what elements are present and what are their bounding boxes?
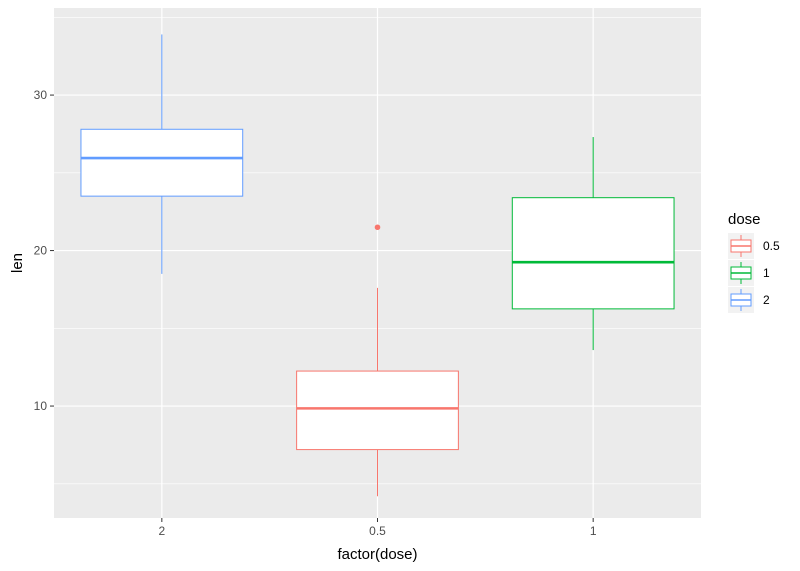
- y-tick-label: 30: [34, 88, 48, 102]
- y-axis-title: len: [9, 253, 26, 273]
- x-tick-label: 0.5: [369, 524, 386, 538]
- outlier-point: [374, 224, 381, 231]
- legend-title: dose: [728, 211, 761, 228]
- box: [80, 128, 244, 197]
- box-group-2: [80, 34, 244, 274]
- box-group-1: [511, 137, 675, 351]
- x-tick-label: 1: [590, 524, 597, 538]
- x-tick-label: 2: [158, 524, 165, 538]
- legend: dose 0.5 1 2: [728, 211, 780, 313]
- legend-key-2: 2: [728, 287, 770, 313]
- legend-label: 2: [763, 293, 770, 307]
- boxes-layer: [80, 34, 675, 497]
- legend-key-0.5: 0.5: [728, 233, 780, 259]
- box: [511, 197, 675, 310]
- y-tick-label: 10: [34, 399, 48, 413]
- y-tick-label: 20: [34, 244, 48, 258]
- legend-label: 1: [763, 266, 770, 280]
- legend-label: 0.5: [763, 239, 780, 253]
- y-axis: 10 20 30: [34, 88, 54, 413]
- x-axis-title: factor(dose): [337, 546, 417, 563]
- legend-key-1: 1: [728, 260, 770, 286]
- box: [296, 370, 459, 451]
- box-group-0.5: [296, 224, 459, 497]
- x-axis: 2 0.5 1: [158, 518, 597, 538]
